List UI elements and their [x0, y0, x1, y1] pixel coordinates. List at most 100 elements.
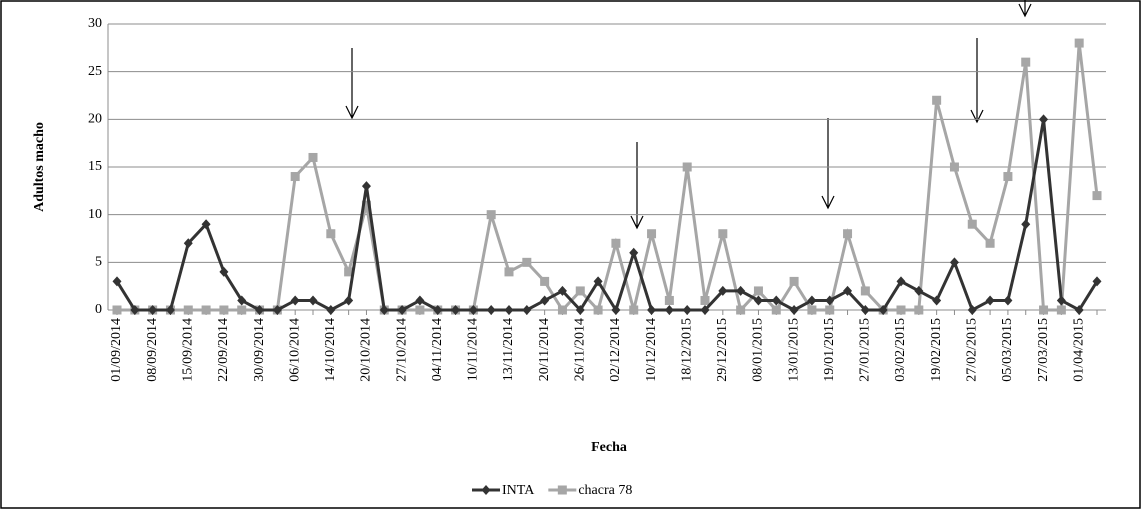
marker: [451, 305, 461, 315]
x-tick-label: 30/09/2014: [252, 318, 267, 382]
x-tick-label: 03/02/2015: [893, 318, 908, 382]
marker: [201, 219, 211, 230]
arrow: [821, 118, 835, 210]
marker: [985, 238, 995, 248]
marker: [522, 305, 532, 315]
marker: [290, 295, 300, 306]
marker: [825, 295, 835, 306]
marker: [896, 276, 906, 287]
marker: [914, 305, 924, 315]
x-tick-label: 18/12/2015: [679, 318, 694, 382]
marker: [522, 257, 532, 267]
annotation-arrows: [345, 0, 1032, 230]
marker: [237, 295, 247, 306]
marker: [593, 276, 603, 287]
x-tick-label: 14/10/2014: [323, 318, 338, 382]
marker: [932, 295, 942, 306]
x-tick-label: 10/11/2014: [466, 318, 481, 381]
marker: [415, 295, 425, 306]
x-tick-label: 01/09/2014: [109, 318, 124, 382]
marker: [629, 305, 639, 315]
marker: [219, 305, 229, 315]
marker: [647, 229, 657, 239]
arrow: [345, 48, 359, 120]
marker: [326, 305, 336, 315]
x-tick-label: 19/01/2015: [822, 318, 837, 382]
y-tick-label: 30: [88, 16, 102, 31]
x-tick-label: 04/11/2014: [430, 318, 445, 381]
marker: [1039, 305, 1049, 315]
marker: [700, 305, 710, 315]
marker: [1092, 276, 1102, 287]
marker: [1056, 295, 1066, 306]
marker: [130, 305, 140, 315]
y-tick-label: 5: [95, 255, 102, 270]
x-tick-label: 13/01/2015: [786, 318, 801, 382]
marker: [682, 162, 692, 172]
marker: [112, 276, 122, 287]
y-tick-label: 20: [88, 112, 102, 127]
marker: [736, 285, 746, 296]
arrow: [1018, 0, 1032, 18]
marker: [664, 305, 674, 315]
marker: [1056, 305, 1066, 315]
marker: [753, 295, 763, 306]
marker: [718, 229, 728, 239]
marker: [379, 305, 389, 315]
x-tick-label: 06/10/2014: [287, 318, 302, 382]
marker: [557, 305, 567, 315]
marker: [967, 305, 977, 315]
y-axis-label: Adultos macho: [32, 122, 47, 212]
marker: [807, 295, 817, 306]
marker: [789, 305, 799, 315]
x-axis-label: Fecha: [591, 440, 627, 455]
marker: [843, 229, 853, 239]
marker: [397, 305, 407, 315]
marker: [575, 286, 585, 296]
y-tick-label: 10: [88, 207, 102, 222]
marker: [771, 305, 781, 315]
marker: [647, 305, 657, 315]
x-tick-label: 13/11/2014: [501, 318, 516, 381]
marker: [1021, 219, 1031, 230]
marker: [344, 295, 354, 306]
marker: [1074, 38, 1084, 48]
marker: [361, 200, 371, 210]
x-tick-label: 27/02/2015: [964, 318, 979, 382]
y-tick-label: 25: [88, 64, 102, 79]
y-tick-label: 0: [95, 302, 102, 317]
marker: [201, 305, 211, 315]
marker: [807, 305, 817, 315]
legend-label: INTA: [502, 483, 535, 498]
x-tick-label: 20/10/2014: [359, 318, 374, 382]
x-tick-label: 08/01/2015: [751, 318, 766, 382]
marker: [575, 305, 585, 315]
marker: [664, 295, 674, 305]
x-tick-label: 27/01/2015: [858, 318, 873, 382]
marker: [1092, 191, 1102, 201]
marker: [860, 305, 870, 315]
marker: [1074, 305, 1084, 315]
marker: [112, 305, 122, 315]
marker: [504, 305, 514, 315]
marker: [789, 276, 799, 286]
marker: [878, 305, 888, 315]
marker: [985, 295, 995, 306]
marker: [700, 295, 710, 305]
marker: [949, 162, 959, 172]
series-line: [117, 42, 1099, 314]
marker: [682, 305, 692, 315]
marker: [183, 238, 193, 249]
legend-label: chacra 78: [578, 483, 632, 498]
x-tick-label: 08/09/2014: [145, 318, 160, 382]
marker: [557, 285, 567, 296]
x-tick-label: 29/12/2015: [715, 318, 730, 382]
y-tick-label: 15: [88, 159, 102, 174]
marker: [481, 485, 491, 495]
x-tick-label: 10/12/2014: [644, 318, 659, 382]
marker: [326, 229, 336, 239]
marker: [468, 305, 478, 315]
x-tick-label: 20/11/2014: [537, 318, 552, 381]
marker: [557, 485, 567, 495]
